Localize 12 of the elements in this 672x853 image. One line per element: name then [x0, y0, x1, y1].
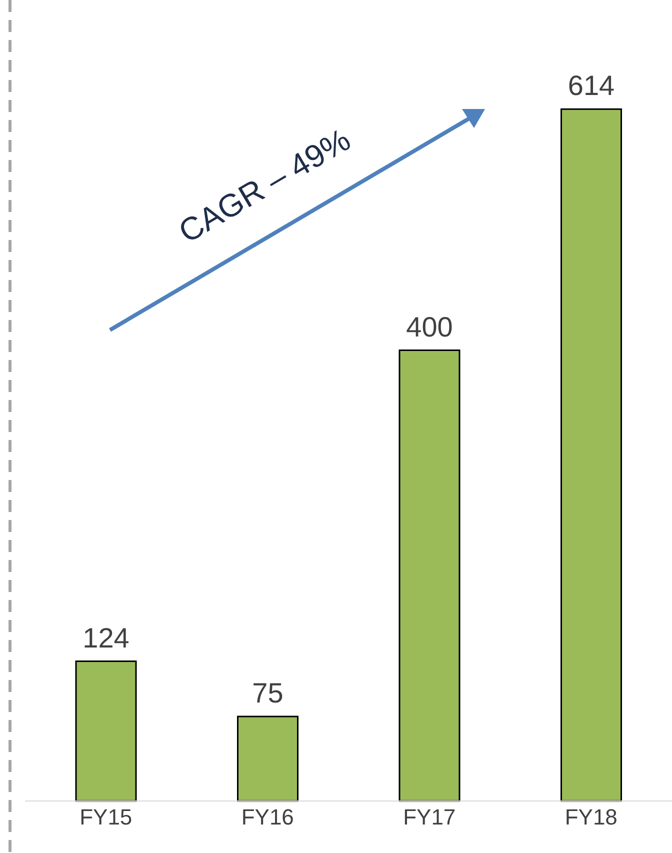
bar [398, 350, 460, 802]
data-label: 614 [568, 70, 615, 102]
data-label: 75 [252, 677, 284, 708]
x-tick-label: FY16 [241, 804, 294, 830]
bar [237, 716, 298, 802]
x-tick-label: FY18 [564, 804, 618, 830]
data-label: 124 [82, 622, 130, 654]
x-tick-label: FY15 [80, 804, 132, 830]
data-label: 400 [406, 311, 453, 342]
bar [75, 660, 137, 802]
x-tick-label: FY17 [403, 804, 456, 830]
bar [560, 108, 622, 802]
